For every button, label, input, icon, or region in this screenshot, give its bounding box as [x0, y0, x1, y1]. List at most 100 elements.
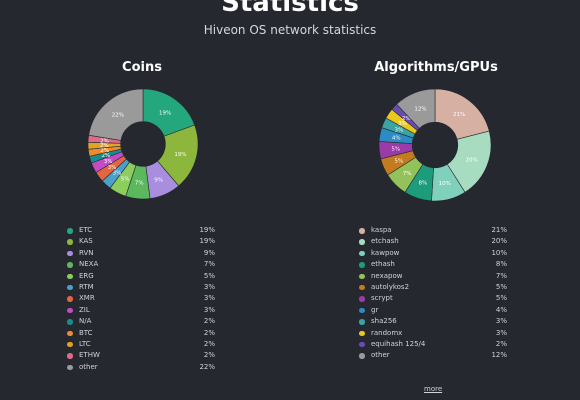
coins-legend-item[interactable]: NEXA 7% [67, 259, 215, 270]
legend-percent: 10% [491, 248, 507, 257]
legend-color-dot [67, 296, 73, 302]
legend-percent: 4% [495, 305, 507, 314]
legend-color-dot [67, 284, 73, 291]
coins-legend-item[interactable]: RVN 9% [67, 248, 215, 259]
legend-label: ETC [79, 226, 93, 234]
legend-color-dot [67, 341, 73, 348]
legend-color-dot [67, 262, 73, 268]
coins-slice-label: 19% [174, 152, 186, 158]
coins-donut-chart: 19%19%9%7%5%3%3%3%2%2%2%2%22% [87, 88, 199, 200]
algorithms-legend-item[interactable]: kaspa 21% [359, 225, 507, 236]
legend-label: ZIL [79, 305, 90, 314]
legend-color-dot [67, 228, 73, 234]
legend-label: XMR [79, 294, 95, 303]
algorithms-legend-item[interactable]: autolykos2 5% [359, 282, 507, 293]
algorithms-legend-item[interactable]: sha256 3% [359, 316, 507, 327]
algorithms-slice[interactable] [396, 88, 436, 129]
legend-label: randomx [371, 328, 403, 337]
legend-color-dot [359, 353, 365, 359]
legend-color-dot [67, 239, 73, 245]
legend-color-dot [67, 319, 73, 325]
page-subtitle: Hiveon OS network statistics [203, 23, 377, 37]
algorithms-slice-label: 8% [418, 180, 427, 186]
algorithms-slice-label: 3% [394, 127, 403, 133]
legend-label: autolykos2 [371, 282, 410, 291]
coins-legend-item[interactable]: RTM 3% [67, 282, 215, 293]
algorithms-legend-item[interactable]: gr 4% [359, 305, 507, 316]
legend-color-dot [359, 239, 365, 245]
legend-color-dot [67, 364, 73, 371]
legend-color-dot [359, 228, 365, 234]
coins-slice-label: 3% [113, 171, 122, 177]
coins-slice-label: 7% [135, 181, 144, 187]
legend-color-dot [359, 284, 365, 291]
legend-color-dot [359, 273, 365, 280]
algorithms-slice-label: 7% [403, 171, 412, 177]
legend-color-dot [359, 262, 365, 268]
coins-slice-label: 22% [112, 113, 124, 119]
algorithms-legend-item[interactable]: nexapow 7% [359, 271, 507, 282]
coins-legend-item[interactable]: BTC 2% [67, 328, 215, 339]
algorithms-legend-item[interactable]: other 12% [359, 350, 507, 361]
coins-legend-item[interactable]: N/A 2% [67, 316, 215, 327]
algorithms-slice-label: 5% [391, 147, 400, 153]
coins-legend-item[interactable]: ZIL 3% [67, 305, 215, 316]
legend-percent: 12% [491, 351, 507, 360]
legend-percent: 20% [491, 237, 507, 246]
legend-color-dot [67, 273, 73, 280]
algorithms-legend-item[interactable]: kawpow 10% [359, 248, 507, 259]
legend-label: ERG [79, 271, 94, 280]
page-title: Statistics [221, 0, 359, 18]
coins-slice-label: 2% [102, 153, 111, 159]
legend-color-dot [359, 250, 365, 257]
coins-slice-label: 9% [154, 177, 163, 183]
legend-label: NEXA [79, 260, 99, 269]
legend-percent: 3% [203, 305, 215, 314]
legend-percent: 9% [203, 248, 215, 257]
legend-label: kaspa [371, 226, 392, 234]
legend-label: scrypt [371, 294, 393, 303]
legend-percent: 2% [203, 328, 215, 337]
algorithms-legend-item[interactable]: scrypt 5% [359, 293, 507, 304]
algorithms-legend-item[interactable]: randomx 3% [359, 328, 507, 339]
legend-percent: 5% [203, 271, 215, 280]
coins-legend-item[interactable]: ETC 19% [67, 225, 215, 236]
algorithms-legend-item[interactable]: equihash 125/4 2% [359, 339, 507, 350]
algorithms-slice-label: 3% [398, 121, 407, 127]
coins-slice-label: 3% [108, 165, 117, 171]
coins-slice-label: 3% [104, 159, 113, 165]
coins-legend-item[interactable]: ETHW 2% [67, 350, 215, 361]
coins-legend-item[interactable]: other 22% [67, 362, 215, 373]
coins-legend-item[interactable]: KAS 19% [67, 236, 215, 247]
algorithms-slice-label: 2% [402, 116, 411, 122]
legend-label: LTC [79, 339, 91, 348]
coins-slice-label: 5% [121, 176, 130, 182]
legend-percent: 3% [203, 282, 215, 291]
coins-legend-item[interactable]: LTC 2% [67, 339, 215, 350]
legend-label: RVN [79, 248, 94, 257]
legend-percent: 8% [495, 260, 507, 269]
algorithms-legend-item[interactable]: ethash 8% [359, 259, 507, 270]
more-link[interactable]: more [424, 385, 443, 393]
algorithms-panel-title: Algorithms/GPUs [374, 60, 498, 75]
algorithms-legend-item[interactable]: etchash 20% [359, 236, 507, 247]
legend-color-dot [67, 353, 73, 359]
algorithms-slice-label: 20% [466, 158, 478, 164]
legend-label: other [79, 362, 98, 371]
coins-slice[interactable] [88, 88, 144, 141]
legend-percent: 21% [491, 226, 507, 234]
coins-slice-label: 2% [100, 138, 109, 144]
coins-panel-title: Coins [122, 60, 162, 75]
coins-legend-item[interactable]: XMR 3% [67, 293, 215, 304]
legend-percent: 2% [495, 339, 507, 348]
legend-percent: 7% [203, 260, 215, 269]
legend-percent: 3% [495, 328, 507, 337]
legend-color-dot [359, 319, 365, 325]
coins-legend-item[interactable]: ERG 5% [67, 271, 215, 282]
algorithms-slice-label: 4% [392, 136, 401, 142]
coins-slice-label: 2% [100, 148, 109, 154]
legend-label: equihash 125/4 [371, 339, 426, 348]
legend-percent: 2% [203, 339, 215, 348]
algorithms-slice-label: 12% [414, 106, 426, 112]
legend-percent: 2% [203, 317, 215, 326]
